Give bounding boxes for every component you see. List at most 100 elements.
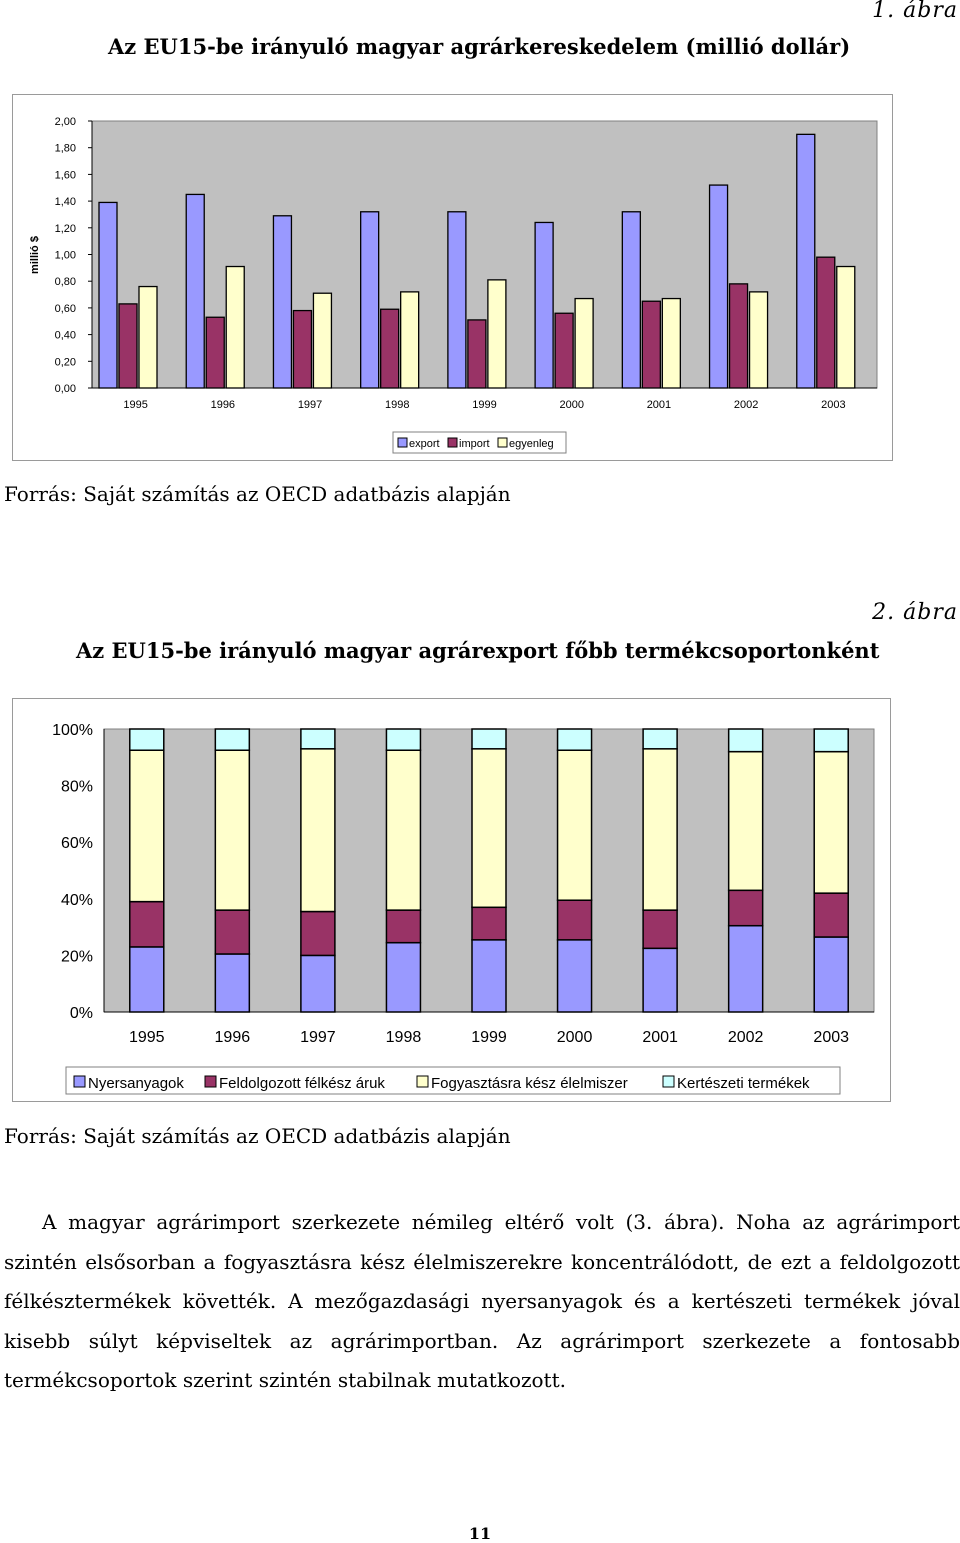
chart-1-bar-import: [816, 256, 836, 389]
paragraph-line: kisebb súlyt képviseltek az agrárimportb…: [4, 1328, 960, 1353]
chart-1-y-tick-label: 1,00: [55, 250, 76, 262]
chart-1-bar-egyenleg: [225, 265, 245, 389]
chart-2-y-tick-label: 100%: [52, 722, 93, 739]
chart-2-bar-segment: [214, 728, 251, 751]
chart-2-bar-segment: [385, 728, 422, 751]
chart-2-x-tick-label: 1996: [215, 1029, 251, 1046]
chart-2-x-tick-label: 2001: [642, 1029, 678, 1046]
chart-2-y-tick-label: 40%: [61, 892, 93, 909]
chart-2-bar-segment: [385, 909, 422, 944]
figure-1-source: Forrás: Saját számítás az OECD adatbázis…: [4, 482, 511, 506]
figure-2-label: 2. ábra: [872, 600, 958, 625]
legend-label-export: export: [409, 438, 440, 450]
chart-2-x-tick-label: 2003: [813, 1029, 849, 1046]
chart-1-y-tick-label: 0,60: [55, 303, 76, 315]
chart-1-bar-export: [98, 201, 118, 389]
chart-1-bar-import: [554, 312, 574, 389]
chart-2-bar-segment: [214, 953, 251, 1013]
chart-2-bar-segment: [385, 941, 422, 1013]
chart-2-x-tick-label: 1995: [129, 1029, 165, 1046]
chart-2-bar-segment: [727, 728, 764, 753]
paragraph-line: termékcsoportok szerint szintén stabilna…: [4, 1368, 566, 1392]
chart-1-bar-import: [728, 283, 749, 389]
chart-1-x-tick-label: 2001: [647, 399, 671, 411]
chart-2-bar-segment: [727, 750, 764, 892]
chart-2-legend: Nyersanyagok Feldolgozott félkész áruk F…: [65, 1066, 841, 1095]
chart-1-y-tick-label: 1,60: [55, 169, 76, 181]
legend-swatch-import: [447, 437, 458, 448]
chart-2-bar-segment: [300, 910, 336, 957]
body-paragraph: A magyar agrárimport szerkezete némileg …: [4, 1203, 960, 1401]
chart-1-bar-export: [360, 211, 380, 389]
chart-2-bar-segment: [300, 954, 336, 1013]
chart-1-bar-export: [621, 211, 641, 389]
chart-1-y-tick-label: 0,80: [55, 276, 76, 288]
chart-2-bar-segment: [642, 728, 678, 750]
chart-1-x-tick-label: 1995: [123, 399, 147, 411]
chart-2-bar-segment: [642, 909, 678, 950]
legend-swatch-nyersanyagok: [73, 1075, 86, 1088]
chart-2-bar-segment: [556, 728, 593, 751]
chart-1-bar-egyenleg: [138, 285, 158, 389]
figure-2-title: Az EU15-be irányuló magyar agrárexport f…: [76, 638, 880, 663]
chart-1-y-tick-label: 0,00: [55, 383, 76, 395]
chart-1-bar-egyenleg: [487, 279, 507, 389]
chart-2-bar-segment: [556, 939, 593, 1013]
legend-swatch-feldolgozott: [204, 1075, 217, 1088]
chart-2-y-tick-label: 80%: [61, 779, 93, 796]
chart-2-bar-segment: [471, 939, 507, 1013]
chart-2-bar-segment: [471, 748, 507, 909]
chart-2-x-tick-label: 2002: [728, 1029, 764, 1046]
chart-1-y-tick-label: 1,40: [55, 196, 76, 208]
chart-2-bar-segment: [129, 900, 165, 948]
chart-1-bar-import: [118, 303, 138, 389]
legend-swatch-egyenleg: [497, 437, 508, 448]
paragraph-line: szintén elsősorban a fogyasztásra kész é…: [4, 1249, 960, 1274]
legend-label-import: import: [459, 438, 490, 450]
chart-2-bar-segment: [813, 936, 849, 1013]
chart-1-y-tick-label: 1,80: [55, 143, 76, 155]
chart-2-bar-segment: [214, 749, 251, 911]
chart-2-bar-segment: [642, 748, 678, 911]
legend-label-nyersanyagok: Nyersanyagok: [88, 1075, 184, 1092]
chart-2-bar-segment: [471, 728, 507, 750]
chart-1-bar-export: [272, 215, 293, 389]
chart-2-bar-segment: [129, 946, 165, 1013]
chart-1-bar-export: [534, 221, 554, 389]
chart-1-y-axis-label: millió $: [29, 236, 41, 274]
chart-1-bar-egyenleg: [574, 297, 594, 389]
chart-1-bar-import: [641, 300, 661, 389]
chart-2-bar-segment: [813, 750, 849, 894]
chart-1-bar-import: [292, 309, 313, 389]
chart-1-svg: millió $ 0,00 0,20 0,40 0,60 0,80 1,00 1,20 1,4…: [29, 116, 878, 454]
chart-1-x-tick-label: 1998: [385, 399, 409, 411]
chart-1-legend: export import egyenleg: [392, 431, 567, 454]
chart-1-y-tick-label: 0,40: [55, 330, 76, 342]
paragraph-line: félkésztermékek követték. A mezőgazdaság…: [4, 1289, 960, 1313]
chart-1-x-tick-label: 1996: [211, 399, 235, 411]
chart-1-x-tick-label: 2000: [559, 399, 583, 411]
chart-1-y-tick-label: 0,20: [55, 356, 76, 368]
chart-1-bar-export: [796, 133, 816, 389]
chart-1-bar-export: [185, 193, 205, 389]
chart-2-svg: 0% 20% 40% 60% 80% 100% 1995 1996 1997 1998 1999 2…: [52, 722, 875, 1095]
page-number: 11: [468, 1524, 492, 1543]
chart-2-bar-segment: [727, 924, 764, 1013]
chart-2-bar-segment: [813, 892, 849, 938]
chart-1-bar-egyenleg: [312, 292, 333, 389]
chart-1-bar-import: [205, 316, 225, 389]
chart-2-bar-segment: [300, 748, 336, 913]
chart-1-x-tick-label: 2002: [734, 399, 758, 411]
chart-2-bar-segment: [727, 889, 764, 927]
chart-1-bar-import: [467, 319, 487, 389]
chart-1-bar-export: [447, 211, 467, 389]
chart-2-bar-segment: [642, 947, 678, 1013]
chart-1-bar-egyenleg: [836, 265, 856, 389]
paragraph-line: A magyar agrárimport szerkezete némileg …: [42, 1210, 960, 1234]
chart-1-x-tick-label: 2003: [821, 399, 845, 411]
legend-label-egyenleg: egyenleg: [509, 438, 554, 450]
chart-2-y-tick-label: 20%: [61, 948, 93, 965]
chart-2-bar-segment: [300, 728, 336, 750]
chart-1-container: millió $ 0,00 0,20 0,40 0,60 0,80 1,00 1,20 1,4…: [12, 94, 893, 461]
chart-2-x-tick-label: 1998: [386, 1029, 422, 1046]
